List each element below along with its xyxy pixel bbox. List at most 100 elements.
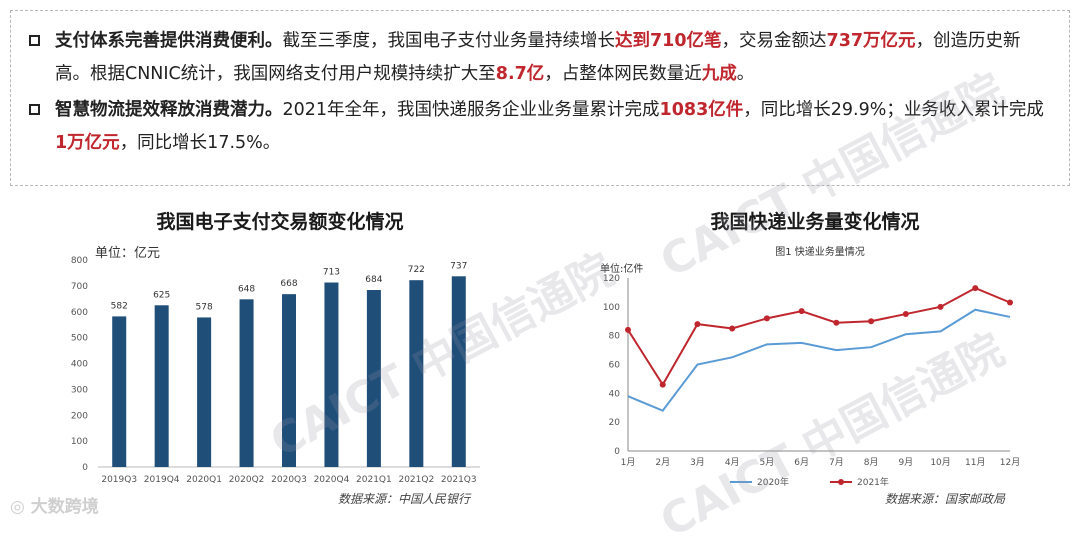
bar <box>324 282 339 467</box>
x-tick-label: 3月 <box>690 457 705 468</box>
express-line-chart: 我国快递业务量变化情况 图1 快递业务量情况 单位:亿件 0 20 40 60 80 10… <box>600 210 1020 506</box>
bar-value-label: 625 <box>153 290 170 300</box>
bar-value-label: 582 <box>111 301 128 311</box>
data-point <box>798 308 805 315</box>
x-tick-label: 10月 <box>930 457 950 468</box>
x-tick-label: 12月 <box>1000 457 1020 468</box>
x-tick-label: 2020Q1 <box>186 475 222 485</box>
bar <box>366 290 381 467</box>
bullet-logistics: 智慧物流提效释放消费潜力。2021年全年，我国快递服务企业业务量累计完成1083… <box>29 94 1051 160</box>
highlight-figure: 1083亿件 <box>659 100 744 120</box>
highlight-figure: 达到710亿笔 <box>615 31 722 51</box>
bar-value-label: 648 <box>238 284 255 294</box>
line-chart-unit: 单位:亿件 <box>600 262 643 275</box>
y-tick-label: 100 <box>603 303 620 313</box>
y-tick-label: 800 <box>71 256 88 266</box>
data-point <box>972 285 979 292</box>
x-tick-label: 11月 <box>965 457 985 468</box>
bullet-text: ，同比增长17.5%。 <box>119 133 281 153</box>
data-point <box>694 321 701 328</box>
y-tick-label: 120 <box>603 274 620 284</box>
y-tick-label: 0 <box>614 447 620 457</box>
y-tick-label: 100 <box>71 437 88 447</box>
series-line <box>627 286 1011 387</box>
brand-logo-text: ◎ 大数跨境 <box>10 492 99 517</box>
bar-value-label: 713 <box>323 268 340 278</box>
x-tick-label: 2021Q3 <box>441 475 477 485</box>
x-tick-label: 2020Q2 <box>229 475 265 485</box>
bullet-text: 截至三季度，我国电子支付业务量持续增长 <box>282 31 616 51</box>
x-tick-label: 2019Q3 <box>101 475 137 485</box>
legend-label: 2020年 <box>757 476 789 488</box>
bar <box>112 316 127 467</box>
data-point <box>659 381 666 388</box>
x-tick-label: 2019Q4 <box>144 475 180 485</box>
line-chart-source: 数据来源：国家邮政局 <box>885 492 1006 506</box>
bullet-text: ，同比增长29.9%；业务收入累计完成 <box>743 100 1044 120</box>
bar-value-label: 668 <box>280 279 297 289</box>
data-point <box>1007 299 1013 306</box>
bar-chart-unit: 单位：亿元 <box>95 246 160 261</box>
bar <box>409 280 424 467</box>
bar <box>451 276 466 467</box>
bullet-text: ，交易金额达 <box>721 31 827 51</box>
x-tick-label: 6月 <box>794 457 809 468</box>
y-tick-label: 500 <box>71 334 88 344</box>
bullet-body: 2021年全年，我国快递服务企业业务量累计完成1083亿件，同比增长29.9%；… <box>55 100 1044 153</box>
x-tick-label: 2020Q4 <box>314 475 350 485</box>
y-tick-label: 60 <box>609 361 621 371</box>
bullet-lead: 智慧物流提效释放消费潜力。 <box>55 100 283 120</box>
x-tick-label: 8月 <box>864 457 879 468</box>
data-point <box>625 326 631 333</box>
highlight-figure: 1万亿元 <box>55 133 120 153</box>
x-tick-label: 9月 <box>898 457 913 468</box>
x-tick-label: 4月 <box>725 457 740 468</box>
x-tick-label: 5月 <box>760 457 775 468</box>
legend-marker <box>838 479 844 485</box>
highlight-figure: 737万亿元 <box>826 31 916 51</box>
data-point <box>937 303 944 310</box>
bullet-body: 截至三季度，我国电子支付业务量持续增长达到710亿笔，交易金额达737万亿元，创… <box>55 31 1021 84</box>
bar <box>154 305 169 467</box>
bar-value-label: 722 <box>408 265 425 275</box>
data-point <box>868 318 875 325</box>
highlight-figure: 8.7亿 <box>495 64 545 84</box>
y-tick-label: 20 <box>609 418 621 428</box>
x-tick-label: 2月 <box>655 457 670 468</box>
highlight-figure: 九成 <box>701 64 737 84</box>
data-point <box>902 311 909 318</box>
checkbox-square-icon <box>29 104 40 115</box>
brand-logo-icon: ◎ <box>10 497 25 517</box>
checkbox-square-icon <box>29 35 40 46</box>
brand-name: 大数跨境 <box>30 497 99 517</box>
bar-value-label: 684 <box>365 275 382 285</box>
y-tick-label: 200 <box>71 411 88 421</box>
y-tick-label: 40 <box>609 389 621 399</box>
x-tick-label: 2020Q3 <box>271 475 307 485</box>
x-tick-label: 2021Q1 <box>356 475 392 485</box>
y-tick-label: 80 <box>609 332 621 342</box>
bullet-text: 。 <box>736 64 755 84</box>
legend-label: 2021年 <box>857 476 889 488</box>
data-point <box>729 325 736 332</box>
bullet-text: ，创造历史新高。根据CNNIC统计，我国网络支付用户规模持续扩大至 <box>55 31 1021 84</box>
x-tick-label: 7月 <box>829 457 844 468</box>
bullet-payment: 支付体系完善提供消费便利。截至三季度，我国电子支付业务量持续增长达到710亿笔，… <box>29 25 1051 91</box>
line-chart-title: 我国快递业务量变化情况 <box>710 210 919 233</box>
bar-chart-source: 数据来源：中国人民银行 <box>338 492 472 506</box>
data-point <box>763 315 770 322</box>
x-tick-label: 1月 <box>621 457 636 468</box>
y-tick-label: 400 <box>71 360 88 370</box>
line-chart-subtitle: 图1 快递业务量情况 <box>775 245 865 258</box>
x-tick-label: 2021Q2 <box>398 475 434 485</box>
payment-bar-chart: 我国电子支付交易额变化情况 单位：亿元 0 100 200 300 400 500 600 7… <box>71 210 480 506</box>
data-point <box>833 319 840 326</box>
bar-value-label: 737 <box>450 261 467 271</box>
y-tick-label: 0 <box>82 463 88 473</box>
bullet-lead: 支付体系完善提供消费便利。 <box>55 31 283 51</box>
bar <box>239 299 254 467</box>
y-tick-label: 600 <box>71 308 88 318</box>
bar <box>281 294 297 467</box>
summary-panel: 支付体系完善提供消费便利。截至三季度，我国电子支付业务量持续增长达到710亿笔，… <box>10 10 1070 186</box>
bullet-text: ，占整体网民数量近 <box>544 64 702 84</box>
